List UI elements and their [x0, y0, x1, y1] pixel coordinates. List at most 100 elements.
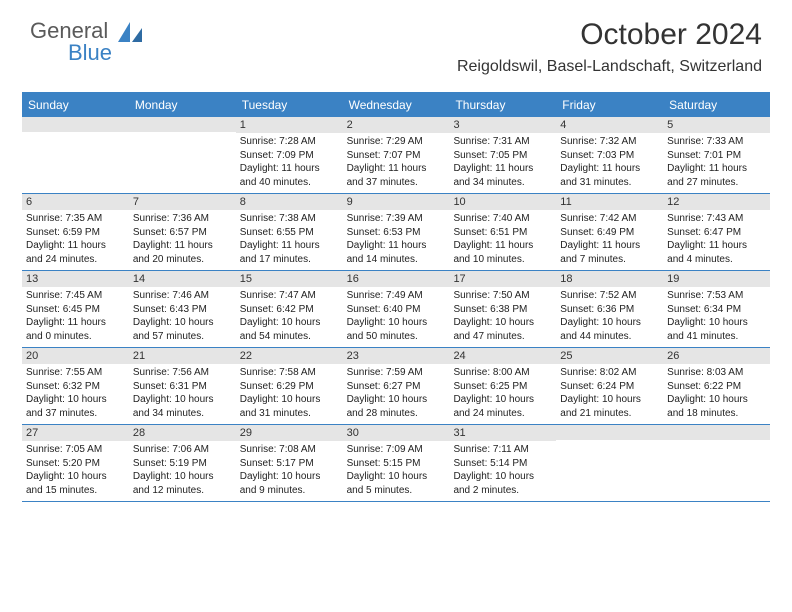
day-line: Daylight: 11 hours and 24 minutes.: [26, 239, 125, 266]
day-body: Sunrise: 8:00 AMSunset: 6:25 PMDaylight:…: [449, 364, 556, 424]
day-body: Sunrise: 7:28 AMSunset: 7:09 PMDaylight:…: [236, 133, 343, 193]
day-line: Sunrise: 7:38 AM: [240, 212, 339, 226]
day-cell: 14Sunrise: 7:46 AMSunset: 6:43 PMDayligh…: [129, 271, 236, 347]
day-number: 2: [343, 117, 450, 133]
day-cell: 25Sunrise: 8:02 AMSunset: 6:24 PMDayligh…: [556, 348, 663, 424]
day-line: Sunrise: 7:29 AM: [347, 135, 446, 149]
day-cell: 23Sunrise: 7:59 AMSunset: 6:27 PMDayligh…: [343, 348, 450, 424]
day-cell: 13Sunrise: 7:45 AMSunset: 6:45 PMDayligh…: [22, 271, 129, 347]
logo-sail-icon: [116, 20, 144, 44]
day-line: Daylight: 10 hours and 5 minutes.: [347, 470, 446, 497]
day-cell: 15Sunrise: 7:47 AMSunset: 6:42 PMDayligh…: [236, 271, 343, 347]
day-line: Sunrise: 7:35 AM: [26, 212, 125, 226]
day-body: [129, 132, 236, 138]
day-line: Sunrise: 7:08 AM: [240, 443, 339, 457]
day-number: 8: [236, 194, 343, 210]
day-line: Sunrise: 7:47 AM: [240, 289, 339, 303]
day-line: Sunrise: 7:45 AM: [26, 289, 125, 303]
day-number: 13: [22, 271, 129, 287]
day-line: Sunset: 6:42 PM: [240, 303, 339, 317]
day-line: Daylight: 10 hours and 44 minutes.: [560, 316, 659, 343]
dow-cell: Tuesday: [236, 94, 343, 117]
day-cell: 16Sunrise: 7:49 AMSunset: 6:40 PMDayligh…: [343, 271, 450, 347]
week-row: 13 Sunrise: 7:45 AMSunset: 6:45 PM Dayligh…: [22, 271, 770, 348]
dow-cell: Sunday: [22, 94, 129, 117]
day-line: Sunrise: 7:42 AM: [560, 212, 659, 226]
dow-header-row: Sunday Monday Tuesday Wednesday Thursday…: [22, 94, 770, 117]
day-line: Sunset: 7:01 PM: [667, 149, 766, 163]
location-subtitle: Reigoldswil, Basel-Landschaft, Switzerla…: [457, 58, 762, 76]
day-line: Sunrise: 7:31 AM: [453, 135, 552, 149]
day-line: Sunset: 6:45 PM: [26, 303, 125, 317]
day-body: Sunrise: 7:33 AMSunset: 7:01 PMDaylight:…: [663, 133, 770, 193]
day-line: Sunset: 6:31 PM: [133, 380, 232, 394]
day-body: Sunrise: 7:47 AMSunset: 6:42 PMDaylight:…: [236, 287, 343, 347]
day-line: Daylight: 11 hours and 7 minutes.: [560, 239, 659, 266]
day-cell: 18Sunrise: 7:52 AMSunset: 6:36 PMDayligh…: [556, 271, 663, 347]
day-number: 12: [663, 194, 770, 210]
day-body: Sunrise: 7:53 AMSunset: 6:34 PMDaylight:…: [663, 287, 770, 347]
day-line: Sunset: 6:53 PM: [347, 226, 446, 240]
day-cell: 29Sunrise: 7:08 AMSunset: 5:17 PMDayligh…: [236, 425, 343, 501]
day-line: Sunset: 5:14 PM: [453, 457, 552, 471]
day-cell: 3Sunrise: 7:31 AMSunset: 7:05 PMDaylight…: [449, 117, 556, 193]
day-line: Daylight: 11 hours and 4 minutes.: [667, 239, 766, 266]
day-line: Sunset: 5:17 PM: [240, 457, 339, 471]
day-line: Daylight: 11 hours and 34 minutes.: [453, 162, 552, 189]
day-number: 5: [663, 117, 770, 133]
day-line: Daylight: 11 hours and 40 minutes.: [240, 162, 339, 189]
day-line: Sunset: 7:09 PM: [240, 149, 339, 163]
day-line: Sunrise: 7:39 AM: [347, 212, 446, 226]
day-cell: 20Sunrise: 7:55 AMSunset: 6:32 PMDayligh…: [22, 348, 129, 424]
day-body: Sunrise: 7:39 AMSunset: 6:53 PMDaylight:…: [343, 210, 450, 270]
day-number: 30: [343, 425, 450, 441]
day-line: Sunrise: 8:03 AM: [667, 366, 766, 380]
day-cell: 10Sunrise: 7:40 AMSunset: 6:51 PMDayligh…: [449, 194, 556, 270]
day-line: Sunset: 5:20 PM: [26, 457, 125, 471]
day-line: Sunset: 5:19 PM: [133, 457, 232, 471]
day-line: Sunrise: 7:33 AM: [667, 135, 766, 149]
dow-cell: Thursday: [449, 94, 556, 117]
day-line: Sunrise: 8:00 AM: [453, 366, 552, 380]
day-cell: 17Sunrise: 7:50 AMSunset: 6:38 PMDayligh…: [449, 271, 556, 347]
day-line: Daylight: 11 hours and 10 minutes.: [453, 239, 552, 266]
day-number: 22: [236, 348, 343, 364]
day-body: Sunrise: 7:56 AMSunset: 6:31 PMDaylight:…: [129, 364, 236, 424]
day-cell: 5Sunrise: 7:33 AMSunset: 7:01 PMDaylight…: [663, 117, 770, 193]
day-cell: 21Sunrise: 7:56 AMSunset: 6:31 PMDayligh…: [129, 348, 236, 424]
day-cell: 7Sunrise: 7:36 AMSunset: 6:57 PMDaylight…: [129, 194, 236, 270]
day-cell: 19Sunrise: 7:53 AMSunset: 6:34 PMDayligh…: [663, 271, 770, 347]
day-body: Sunrise: 7:49 AMSunset: 6:40 PMDaylight:…: [343, 287, 450, 347]
day-cell: 26Sunrise: 8:03 AMSunset: 6:22 PMDayligh…: [663, 348, 770, 424]
weeks-container: 1Sunrise: 7:28 AMSunset: 7:09 PMDaylight…: [22, 117, 770, 502]
day-line: Daylight: 10 hours and 18 minutes.: [667, 393, 766, 420]
day-line: Daylight: 11 hours and 37 minutes.: [347, 162, 446, 189]
logo: General Blue: [30, 18, 144, 66]
day-number: [22, 117, 129, 132]
dow-cell: Saturday: [663, 94, 770, 117]
day-number: 7: [129, 194, 236, 210]
day-number: [556, 425, 663, 440]
day-number: 31: [449, 425, 556, 441]
day-line: Daylight: 10 hours and 9 minutes.: [240, 470, 339, 497]
dow-cell: Wednesday: [343, 94, 450, 117]
day-number: 28: [129, 425, 236, 441]
day-line: Sunrise: 7:56 AM: [133, 366, 232, 380]
logo-text-block: General Blue: [30, 18, 112, 66]
week-row: 27Sunrise: 7:05 AMSunset: 5:20 PMDayligh…: [22, 425, 770, 502]
day-line: Sunrise: 7:36 AM: [133, 212, 232, 226]
day-line: Sunrise: 7:49 AM: [347, 289, 446, 303]
day-cell: 4Sunrise: 7:32 AMSunset: 7:03 PMDaylight…: [556, 117, 663, 193]
day-body: Sunrise: 7:09 AMSunset: 5:15 PMDaylight:…: [343, 441, 450, 501]
day-body: Sunrise: 7:50 AMSunset: 6:38 PMDaylight:…: [449, 287, 556, 347]
day-line: Sunrise: 7:40 AM: [453, 212, 552, 226]
day-line: Sunset: 6:32 PM: [26, 380, 125, 394]
day-line: Sunrise: 7:55 AM: [26, 366, 125, 380]
day-body: Sunrise: 7:43 AMSunset: 6:47 PMDaylight:…: [663, 210, 770, 270]
day-body: Sunrise: 7:58 AMSunset: 6:29 PMDaylight:…: [236, 364, 343, 424]
day-line: Sunrise: 8:02 AM: [560, 366, 659, 380]
day-line: Daylight: 10 hours and 21 minutes.: [560, 393, 659, 420]
day-line: Daylight: 11 hours and 17 minutes.: [240, 239, 339, 266]
day-cell: 30Sunrise: 7:09 AMSunset: 5:15 PMDayligh…: [343, 425, 450, 501]
day-line: Daylight: 10 hours and 31 minutes.: [240, 393, 339, 420]
